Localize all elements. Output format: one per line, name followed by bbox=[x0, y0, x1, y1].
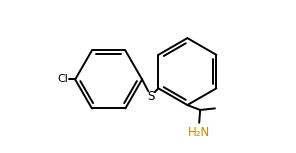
Text: S: S bbox=[147, 90, 155, 103]
Text: H₂N: H₂N bbox=[188, 126, 210, 139]
Text: Cl: Cl bbox=[57, 75, 68, 84]
